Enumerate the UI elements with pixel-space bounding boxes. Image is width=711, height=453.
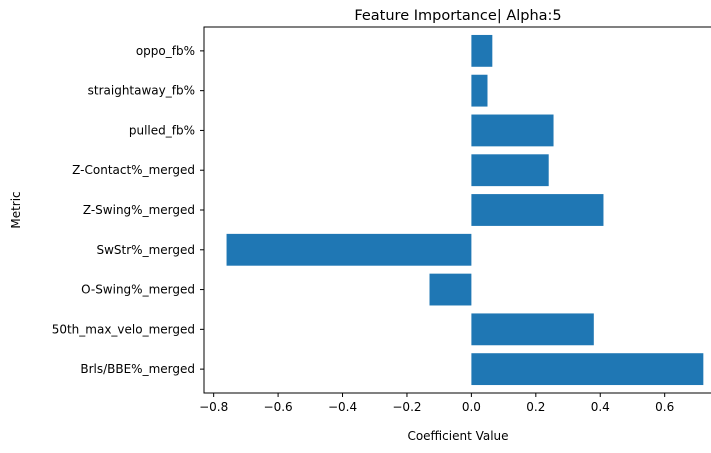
bar-Brls/BBE%_merged bbox=[471, 353, 704, 386]
y-tick-label: SwStr%_merged bbox=[96, 243, 195, 257]
x-tick-label: −0.4 bbox=[328, 400, 357, 414]
x-tick-label: 0.6 bbox=[655, 400, 674, 414]
x-tick-label: −0.2 bbox=[392, 400, 421, 414]
bar-oppo_fb% bbox=[471, 34, 493, 67]
x-tick-label: −0.6 bbox=[264, 400, 293, 414]
y-tick-label: O-Swing%_merged bbox=[81, 283, 195, 297]
y-tick-label: 50th_max_velo_merged bbox=[52, 322, 195, 336]
bars-group bbox=[226, 34, 704, 386]
x-axis-ticks: −0.8 −0.6 −0.4 −0.2 0.0 0.2 0.4 0.6 bbox=[199, 393, 674, 414]
y-axis-ticks: Brls/BBE%_merged 50th_max_velo_merged O-Sw… bbox=[52, 44, 204, 376]
bar-pulled_fb% bbox=[471, 114, 554, 147]
bar-O-Swing%_merged bbox=[429, 273, 472, 306]
bar-SwStr%_merged bbox=[226, 233, 472, 266]
y-tick-label: Z-Swing%_merged bbox=[83, 203, 195, 217]
y-tick-label: Z-Contact%_merged bbox=[72, 163, 195, 177]
y-tick-label: Brls/BBE%_merged bbox=[80, 362, 195, 376]
y-axis-label: Metric bbox=[9, 191, 23, 228]
bar-straightaway_fb% bbox=[471, 74, 488, 107]
x-tick-label: 0.2 bbox=[526, 400, 545, 414]
x-tick-label: −0.8 bbox=[199, 400, 228, 414]
bar-Z-Contact%_merged bbox=[471, 154, 549, 187]
x-tick-label: 0.0 bbox=[462, 400, 481, 414]
chart-title: Feature Importance| Alpha:5 bbox=[354, 8, 561, 24]
bar-Z-Swing%_merged bbox=[471, 194, 604, 226]
bar-50th_max_velo_merged bbox=[471, 313, 594, 346]
x-axis-label: Coefficient Value bbox=[407, 429, 508, 443]
y-tick-label: straightaway_fb% bbox=[88, 84, 195, 98]
y-tick-label: oppo_fb% bbox=[136, 44, 195, 58]
x-tick-label: 0.4 bbox=[591, 400, 610, 414]
plot-frame bbox=[203, 26, 711, 394]
y-tick-label: pulled_fb% bbox=[129, 123, 195, 137]
